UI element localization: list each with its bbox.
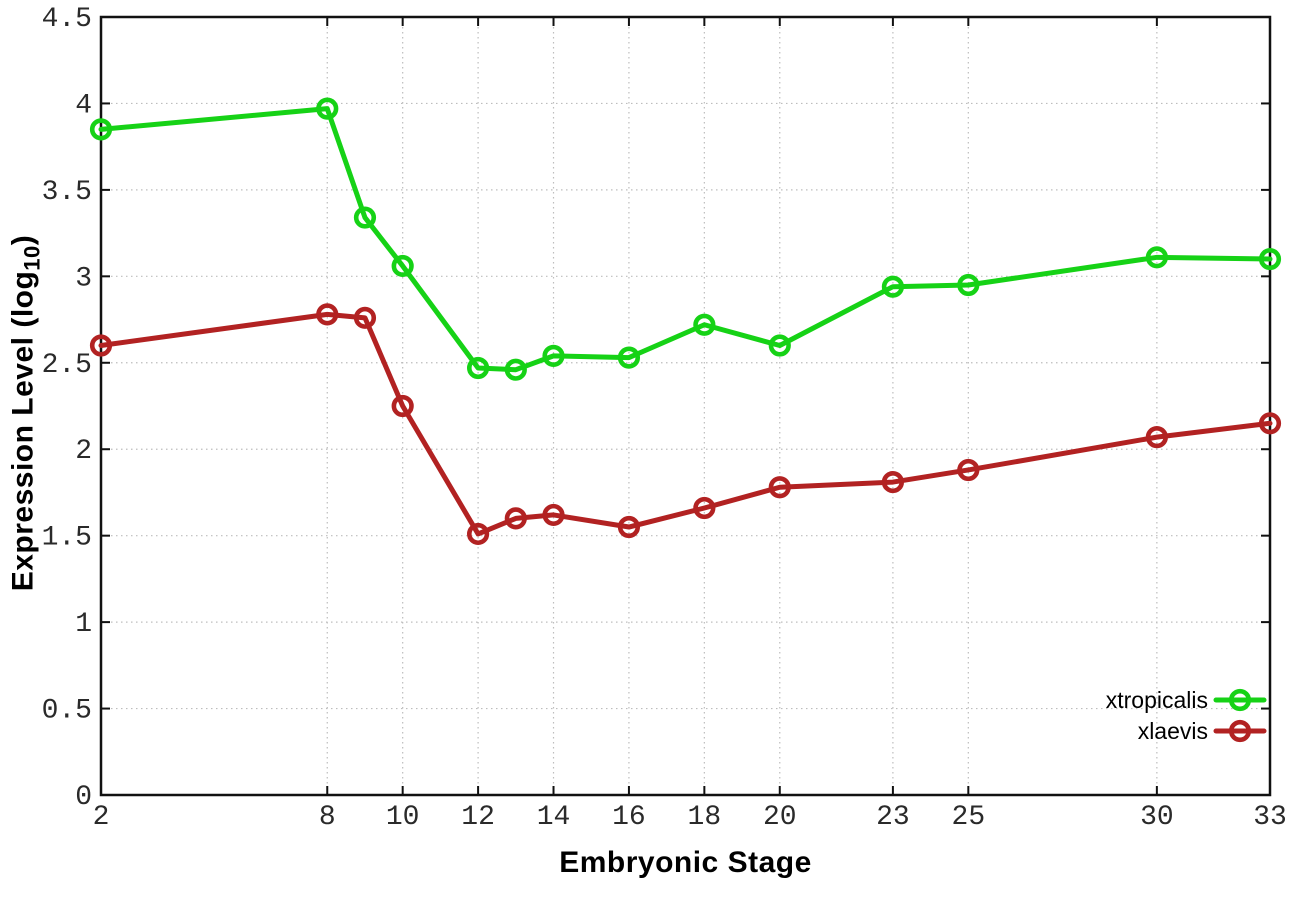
x-tick-label: 12 <box>461 802 495 833</box>
data-point-xtropicalis-30 <box>1145 246 1168 269</box>
x-tick-label: 2 <box>93 802 110 833</box>
data-point-xlaevis-9 <box>353 306 377 329</box>
legend-label-xtropicalis: xtropicalis <box>1106 687 1208 713</box>
y-tick-label: 1.5 <box>42 523 92 554</box>
data-point-xtropicalis-14 <box>542 344 565 367</box>
data-point-xlaevis-23 <box>881 470 905 494</box>
x-tick-label: 33 <box>1253 802 1287 833</box>
y-axis-title-text: Expression Level (log <box>6 270 40 592</box>
x-axis-title: Embryonic Stage <box>559 846 812 879</box>
x-tick-label: 14 <box>537 802 571 833</box>
x-tick-label: 18 <box>688 802 722 833</box>
data-point-xtropicalis-2 <box>89 118 113 141</box>
y-tick-label: 1 <box>75 609 92 640</box>
data-point-xtropicalis-33 <box>1258 247 1282 271</box>
y-tick-label: 4.5 <box>42 4 92 35</box>
x-tick-label: 8 <box>319 802 336 833</box>
data-point-xtropicalis-25 <box>957 273 980 297</box>
plot-border <box>99 15 1272 797</box>
data-point-xtropicalis-23 <box>881 275 905 298</box>
data-point-xlaevis-33 <box>1258 412 1282 435</box>
data-point-xtropicalis-20 <box>768 334 791 357</box>
y-tick-label: 2 <box>75 436 92 467</box>
y-axis-title-subscript: 10 <box>19 245 45 271</box>
x-tick-label: 30 <box>1140 802 1174 833</box>
data-point-xlaevis-30 <box>1145 426 1168 449</box>
data-point-xtropicalis-18 <box>693 313 716 336</box>
series-line-xlaevis <box>98 311 1273 537</box>
data-point-xtropicalis-8 <box>316 97 339 120</box>
y-tick-label: 4 <box>75 90 92 121</box>
data-point-xtropicalis-10 <box>391 254 414 278</box>
data-point-xlaevis-10 <box>391 394 414 418</box>
data-point-xlaevis-18 <box>693 496 716 520</box>
legend-label-xlaevis: xlaevis <box>1138 718 1208 744</box>
data-point-xlaevis-12 <box>466 522 490 546</box>
series-line-xtropicalis <box>98 106 1273 373</box>
y-tick-label: 3 <box>75 263 92 294</box>
legend-sample-marker-xlaevis <box>1228 719 1252 743</box>
data-point-xtropicalis-13 <box>504 358 527 381</box>
x-tick-label: 16 <box>612 802 646 833</box>
x-tick-label: 23 <box>876 802 910 833</box>
data-point-xlaevis-25 <box>957 458 980 482</box>
y-axis-title-close: ) <box>6 234 40 246</box>
y-tick-label: 3.5 <box>42 177 92 208</box>
y-tick-label: 2.5 <box>42 350 92 381</box>
data-point-xtropicalis-16 <box>617 346 641 369</box>
data-point-xlaevis-16 <box>617 515 641 539</box>
legend-sample-marker-xtropicalis <box>1228 688 1252 712</box>
data-point-xlaevis-8 <box>316 303 339 326</box>
y-tick-label: 0.5 <box>42 696 92 727</box>
data-point-xtropicalis-12 <box>466 356 490 380</box>
data-point-xlaevis-2 <box>89 334 113 357</box>
data-point-xlaevis-14 <box>542 503 565 527</box>
data-point-xlaevis-13 <box>504 507 527 530</box>
x-tick-label: 20 <box>763 802 797 833</box>
x-tick-label: 10 <box>386 802 420 833</box>
y-tick-label: 0 <box>75 782 92 813</box>
data-point-xtropicalis-9 <box>353 206 377 229</box>
y-axis-title: Expression Level (log10) <box>7 235 46 592</box>
data-point-xlaevis-20 <box>768 476 791 499</box>
x-tick-label: 25 <box>952 802 986 833</box>
